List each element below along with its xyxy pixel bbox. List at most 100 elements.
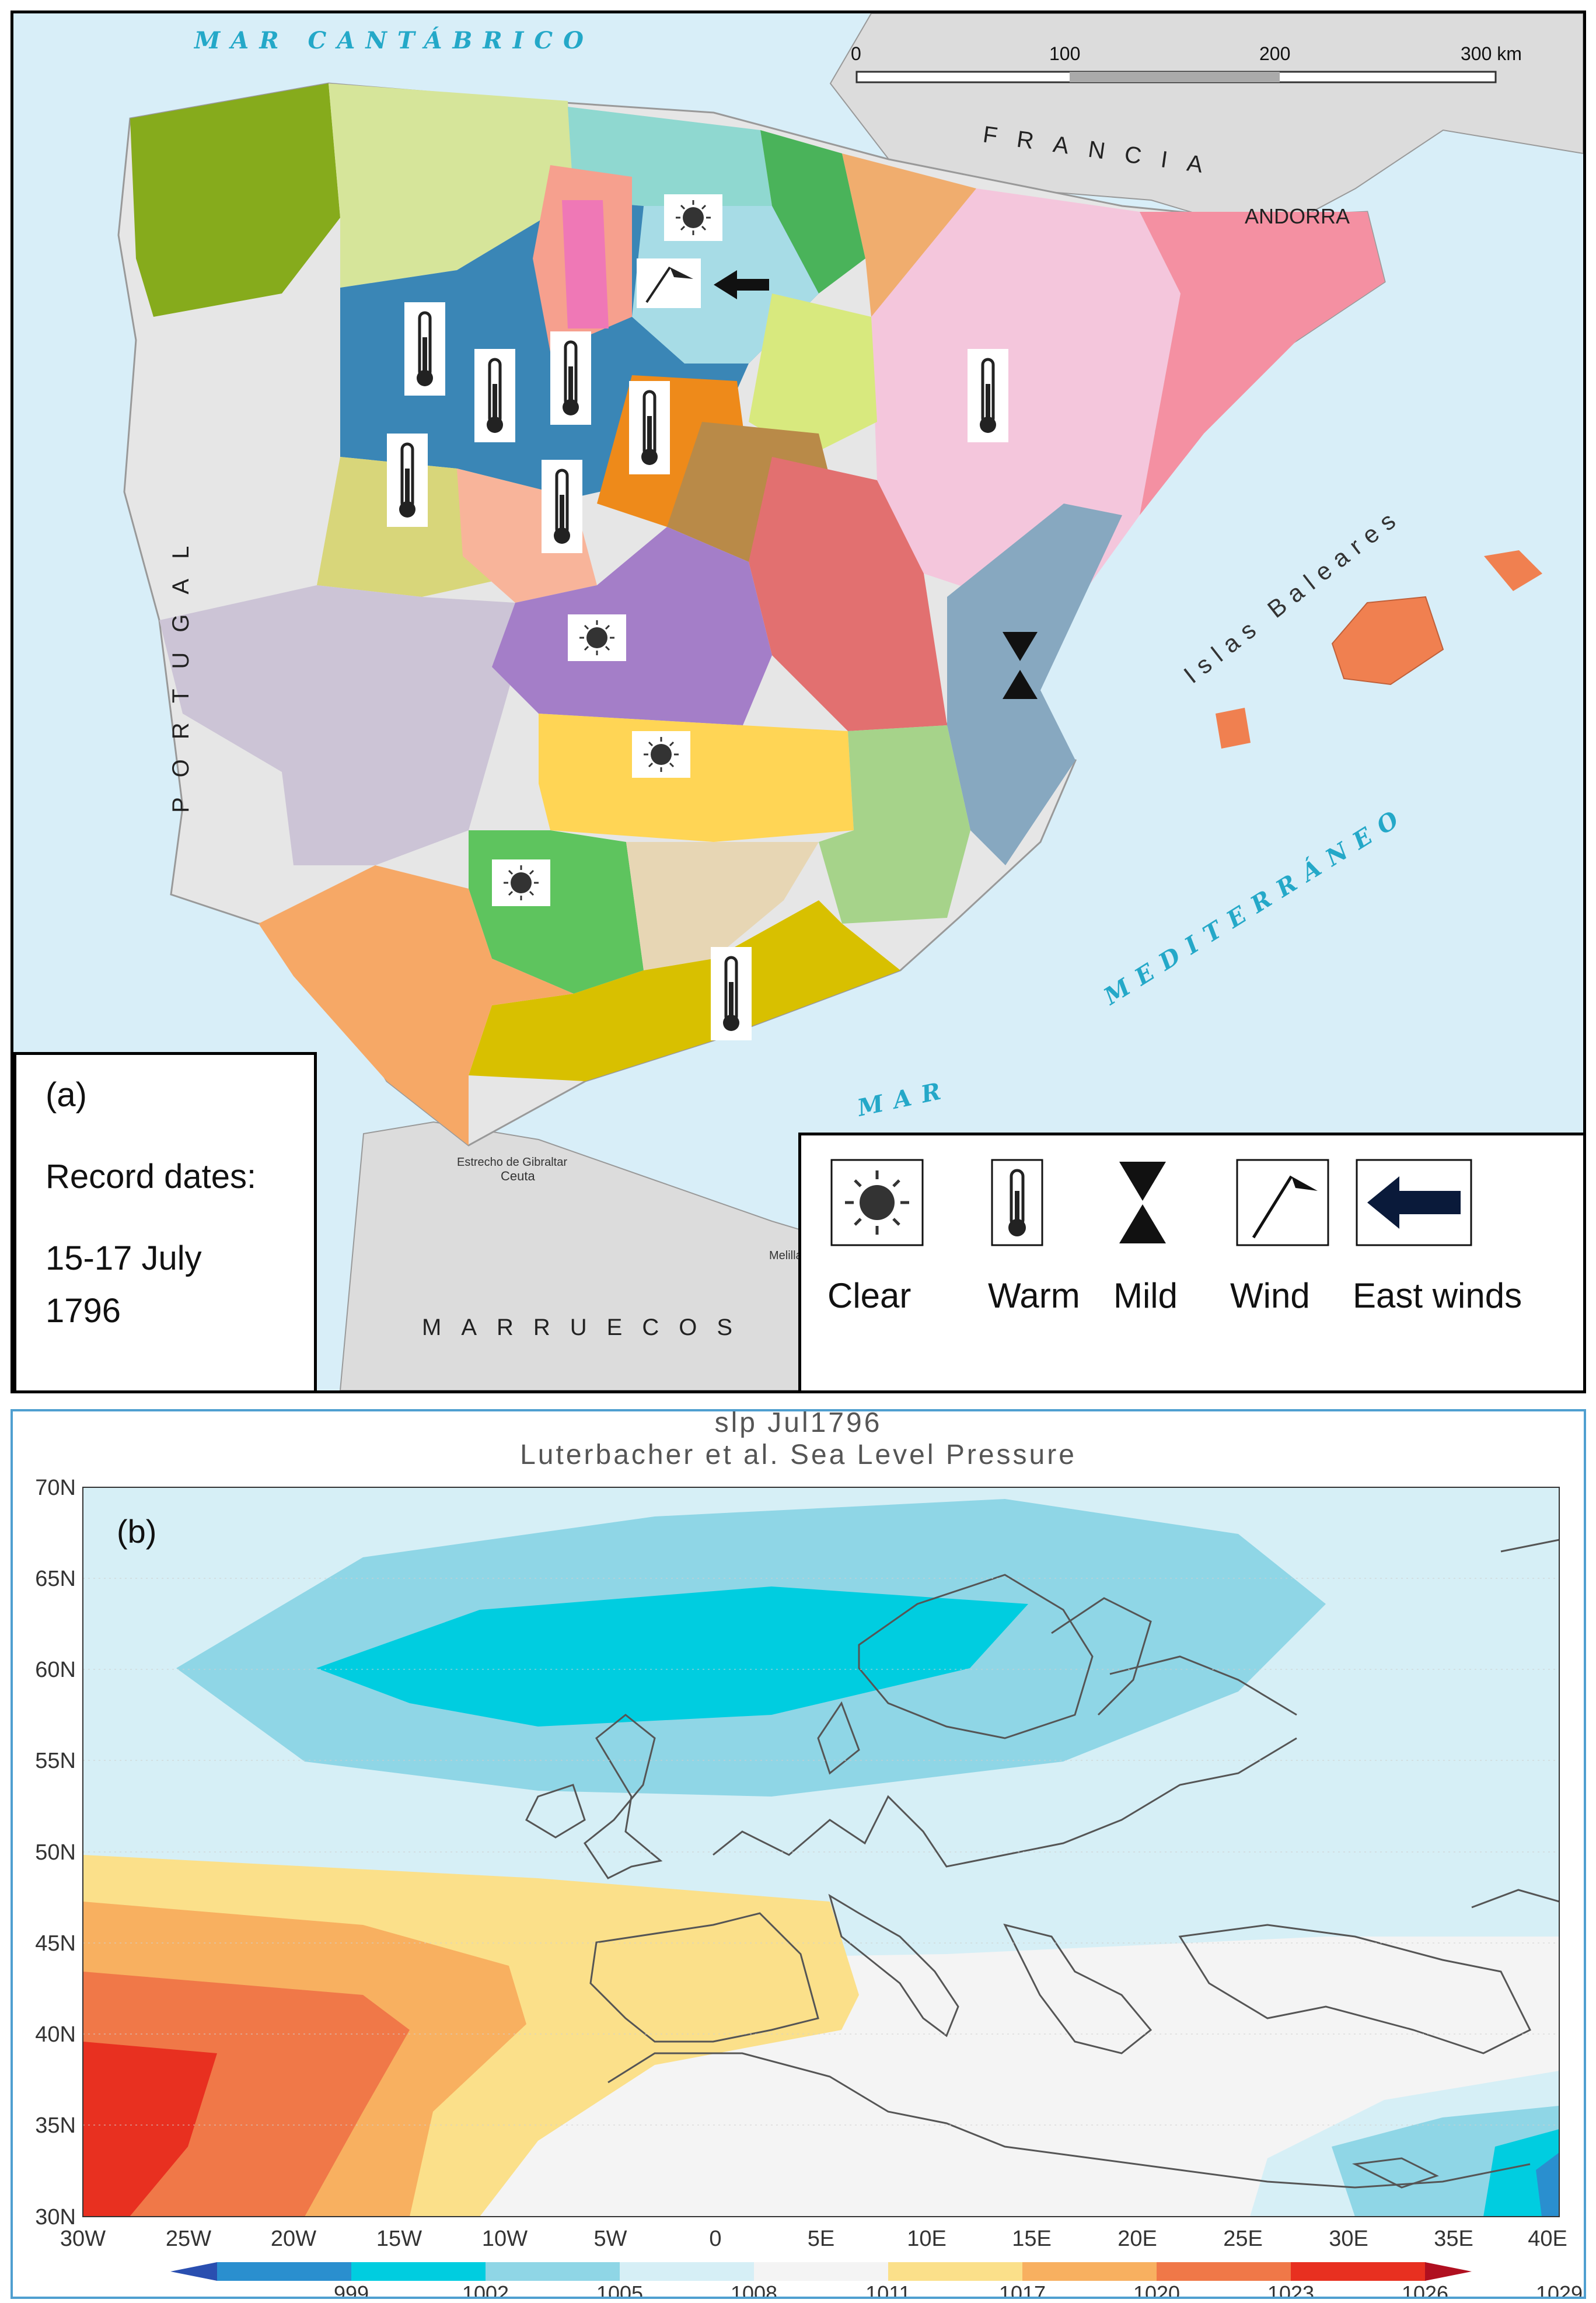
map-sun-icon [491, 858, 551, 907]
label-gibraltar: Estrecho de Gibraltar [457, 1156, 567, 1169]
colorbar-label: 999 [334, 2281, 369, 2297]
record-label: Record dates: [46, 1158, 257, 1196]
label-portugal: PORTUGAL [168, 526, 194, 813]
colorbar-label: 1011 [865, 2281, 910, 2297]
sea-label-mediterraneo: MEDITERRÁNEO [1098, 801, 1413, 1011]
colorbar-segment [217, 2262, 352, 2281]
legend-thermometer-icon [991, 1159, 1043, 1249]
slp-chart: slp Jul1796 Luterbacher et al. Sea Level… [35, 1411, 1583, 2297]
lon-label: 30W [60, 2227, 106, 2251]
lat-label: 65N [35, 1567, 76, 1591]
lon-label: 10E [907, 2227, 947, 2251]
record-date-line2: 1796 [46, 1292, 121, 1330]
lon-label: 15W [376, 2227, 422, 2251]
lon-label: 5W [594, 2227, 627, 2251]
label-melilla: Melilla [769, 1249, 803, 1262]
map-thermometer-icon [629, 381, 670, 474]
scale-tick-300: 300 km [1461, 43, 1522, 64]
panel-b-slp-map: slp Jul1796 Luterbacher et al. Sea Level… [11, 1409, 1586, 2299]
colorbar-segment [754, 2262, 889, 2281]
sea-label-cantabrico: MAR CANTÁBRICO [193, 27, 594, 54]
chart-subtitle: Luterbacher et al. Sea Level Pressure [520, 1439, 1077, 1470]
chart-title: slp Jul1796 [715, 1411, 882, 1438]
symbol-legend: Clear Warm Mild Wind East winds [798, 1133, 1583, 1390]
pressure-colorbar: 999 1002 1005 1008 1011 1017 1020 1023 1026 1029 [170, 2262, 1583, 2297]
panel-a-tag: (a) [46, 1076, 87, 1114]
colorbar-segment [351, 2262, 486, 2281]
colorbar-segment [1022, 2262, 1157, 2281]
colorbar-label: 1008 [731, 2281, 777, 2297]
plot-area [82, 1487, 1560, 2217]
lon-label: 25W [166, 2227, 211, 2251]
lat-label: 35N [35, 2113, 76, 2138]
lat-label: 55N [35, 1749, 76, 1773]
map-sun-icon [567, 613, 627, 662]
lon-labels: 30W 25W 20W 15W 10W 5W 0 5E 10E 15E 20E … [60, 2227, 1567, 2251]
panel-a-map: MAR CANTÁBRICO MEDITERRÁNEO MAR Islas Ba… [11, 11, 1586, 1393]
scale-tick-0: 0 [851, 43, 861, 64]
colorbar-label: 1005 [596, 2281, 643, 2297]
map-symbols [387, 193, 1038, 1040]
map-thermometer-icon [542, 460, 582, 553]
colorbar-label: 1023 [1267, 2281, 1314, 2297]
lon-label: 35E [1434, 2227, 1473, 2251]
map-thermometer-icon [711, 947, 752, 1040]
iberia-map: MAR CANTÁBRICO MEDITERRÁNEO MAR Islas Ba… [117, 13, 1583, 1390]
lon-label: 20E [1117, 2227, 1157, 2251]
map-thermometer-icon [550, 331, 591, 425]
colorbar-segment [888, 2262, 1023, 2281]
panel-b-tag: (b) [117, 1513, 156, 1550]
lat-label: 70N [35, 1476, 76, 1500]
colorbar-label: 1002 [462, 2281, 509, 2297]
lat-label: 50N [35, 1840, 76, 1865]
colorbar-label: 1029 [1536, 2281, 1583, 2297]
lon-label: 25E [1223, 2227, 1263, 2251]
map-thermometer-icon [968, 349, 1008, 442]
map-thermometer-icon [404, 302, 445, 396]
label-marruecos: MARRUECOS [422, 1315, 752, 1340]
map-thermometer-icon [474, 349, 515, 442]
scale-tick-200: 200 [1259, 43, 1290, 64]
scale-tick-100: 100 [1049, 43, 1080, 64]
legend-wind-flag-icon [1236, 1159, 1329, 1249]
lon-label: 5E [808, 2227, 834, 2251]
label-ceuta: Ceuta [501, 1169, 535, 1183]
lat-label: 45N [35, 1931, 76, 1956]
lon-label: 10W [482, 2227, 528, 2251]
lat-label: 40N [35, 2022, 76, 2047]
lat-labels: 70N 65N 60N 55N 50N 45N 40N 35N 30N [35, 1476, 76, 2229]
lon-label: 30E [1329, 2227, 1368, 2251]
lon-label: 20W [271, 2227, 316, 2251]
legend-label-warm: Warm [988, 1276, 1080, 1315]
legend-hourglass-icon [1116, 1159, 1169, 1249]
map-hourglass-icon [1003, 632, 1038, 699]
lon-label: 40E [1528, 2227, 1567, 2251]
colorbar-segment [1425, 2262, 1472, 2281]
colorbar-segment [1291, 2262, 1426, 2281]
colorbar-segment [486, 2262, 620, 2281]
label-andorra: ANDORRA [1245, 204, 1350, 228]
legend-sun-icon [830, 1159, 924, 1249]
colorbar-segment [1157, 2262, 1291, 2281]
lat-label: 60N [35, 1658, 76, 1682]
legend-label-clear: Clear [827, 1276, 911, 1315]
map-east-arrow-icon [714, 270, 769, 299]
legend-label-east-winds: East winds [1353, 1276, 1522, 1315]
sea-label-mar: MAR [854, 1075, 954, 1122]
colorbar-segment [620, 2262, 755, 2281]
colorbar-label: 1017 [999, 2281, 1046, 2297]
lon-label: 15E [1012, 2227, 1052, 2251]
record-date-line1: 15-17 July [46, 1239, 202, 1277]
legend-left-arrow-icon [1356, 1159, 1472, 1249]
map-wind-flag-icon [637, 258, 701, 308]
map-thermometer-icon [387, 434, 428, 527]
map-sun-icon [663, 193, 724, 242]
legend-label-mild: Mild [1113, 1276, 1178, 1315]
scale-bar: 0 100 200 300 km [851, 43, 1522, 83]
colorbar-label: 1026 [1402, 2281, 1448, 2297]
colorbar-label: 1020 [1133, 2281, 1180, 2297]
map-sun-icon [631, 730, 692, 779]
lat-label: 30N [35, 2205, 76, 2229]
lon-label: 0 [709, 2227, 721, 2251]
legend-label-wind: Wind [1230, 1276, 1310, 1315]
